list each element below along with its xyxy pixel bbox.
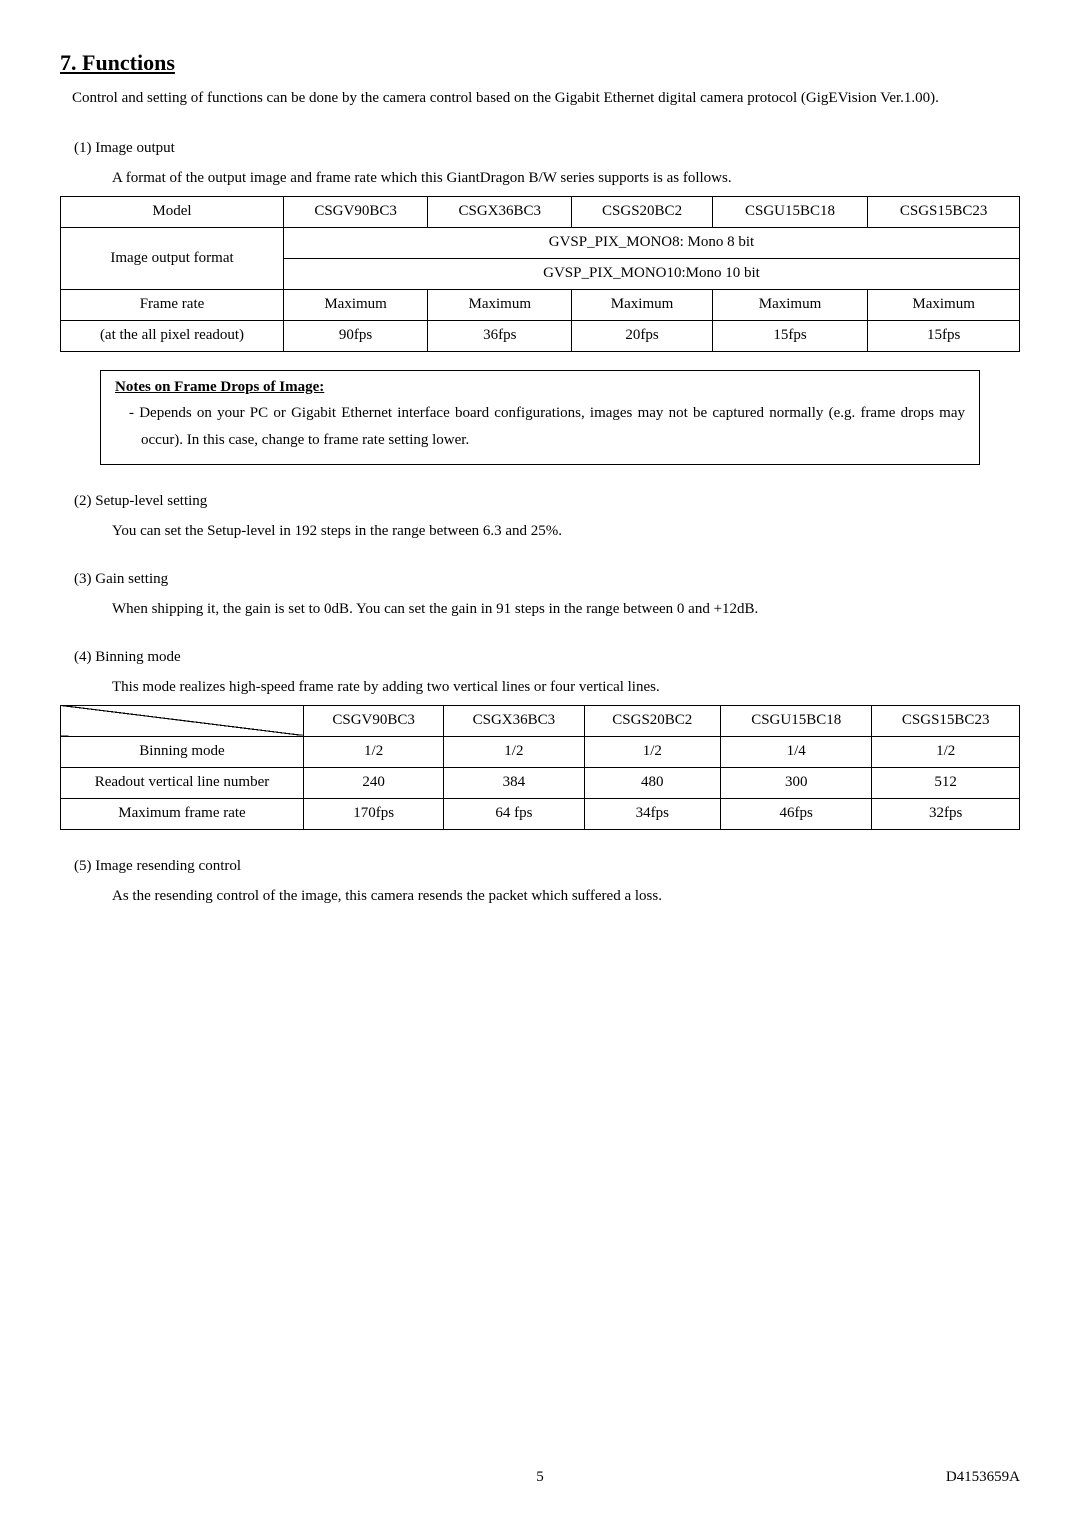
s4-r0c0: Binning mode [61, 736, 304, 767]
s5-desc: As the resending control of the image, t… [112, 884, 1020, 908]
s1-th-1: CSGV90BC3 [284, 196, 428, 227]
s4-th-2: CSGX36BC3 [444, 705, 584, 736]
s4-r1c0: Readout vertical line number [61, 767, 304, 798]
notes-title: Notes on Frame Drops of Image: [115, 379, 965, 396]
notes-box: Notes on Frame Drops of Image: - Depends… [100, 370, 980, 465]
s4-th-5: CSGS15BC23 [872, 705, 1020, 736]
s1-th-3: CSGS20BC2 [572, 196, 712, 227]
s1-max-0: Maximum [284, 289, 428, 320]
s1-row-rate-label2: (at the all pixel readout) [61, 320, 284, 351]
intro-paragraph: Control and setting of functions can be … [72, 86, 1020, 112]
s4-r2c4: 46fps [721, 798, 872, 829]
s3-desc: When shipping it, the gain is set to 0dB… [112, 597, 1020, 621]
s4-desc: This mode realizes high-speed frame rate… [112, 675, 1020, 699]
s1-max-4: Maximum [868, 289, 1020, 320]
s1-max-2: Maximum [572, 289, 712, 320]
s1-max-1: Maximum [428, 289, 572, 320]
section-title: 7. Functions [60, 50, 1020, 76]
s1-row-format-label: Image output format [61, 227, 284, 289]
s3-heading: (3) Gain setting [74, 567, 1020, 591]
s5-heading: (5) Image resending control [74, 854, 1020, 878]
s1-fps-1: 36fps [428, 320, 572, 351]
s4-th-1: CSGV90BC3 [304, 705, 444, 736]
s4-table: CSGV90BC3 CSGX36BC3 CSGS20BC2 CSGU15BC18… [60, 705, 1020, 830]
s2-desc: You can set the Setup-level in 192 steps… [112, 519, 1020, 543]
s2-heading: (2) Setup-level setting [74, 489, 1020, 513]
s4-th-3: CSGS20BC2 [584, 705, 721, 736]
s4-r1c3: 480 [584, 767, 721, 798]
s1-th-5: CSGS15BC23 [868, 196, 1020, 227]
s1-fps-3: 15fps [712, 320, 867, 351]
s4-r1c4: 300 [721, 767, 872, 798]
s1-th-4: CSGU15BC18 [712, 196, 867, 227]
s4-r1c1: 240 [304, 767, 444, 798]
s4-r2c5: 32fps [872, 798, 1020, 829]
s4-th-4: CSGU15BC18 [721, 705, 872, 736]
s1-table: Model CSGV90BC3 CSGX36BC3 CSGS20BC2 CSGU… [60, 196, 1020, 352]
page-footer: 5 D4153659A [60, 1469, 1020, 1486]
s4-r1c2: 384 [444, 767, 584, 798]
s4-r1c5: 512 [872, 767, 1020, 798]
notes-body: - Depends on your PC or Gigabit Ethernet… [129, 400, 965, 454]
s1-th-model: Model [61, 196, 284, 227]
s4-r2c1: 170fps [304, 798, 444, 829]
s4-r0c4: 1/4 [721, 736, 872, 767]
s4-r0c1: 1/2 [304, 736, 444, 767]
s4-th-blank [61, 705, 304, 736]
s4-r0c2: 1/2 [444, 736, 584, 767]
s1-row-format-v1: GVSP_PIX_MONO8: Mono 8 bit [284, 227, 1020, 258]
s1-row-rate-label1: Frame rate [61, 289, 284, 320]
s4-r0c3: 1/2 [584, 736, 721, 767]
s4-r2c2: 64 fps [444, 798, 584, 829]
s4-heading: (4) Binning mode [74, 645, 1020, 669]
s1-fps-2: 20fps [572, 320, 712, 351]
s1-row-format-v2: GVSP_PIX_MONO10:Mono 10 bit [284, 258, 1020, 289]
s4-r2c3: 34fps [584, 798, 721, 829]
s1-th-2: CSGX36BC3 [428, 196, 572, 227]
s1-fps-0: 90fps [284, 320, 428, 351]
page-number: 5 [536, 1469, 544, 1486]
s4-r2c0: Maximum frame rate [61, 798, 304, 829]
s1-fps-4: 15fps [868, 320, 1020, 351]
doc-id: D4153659A [946, 1469, 1020, 1486]
s1-heading: (1) Image output [74, 136, 1020, 160]
s4-r0c5: 1/2 [872, 736, 1020, 767]
s1-desc: A format of the output image and frame r… [112, 166, 1020, 190]
s1-max-3: Maximum [712, 289, 867, 320]
